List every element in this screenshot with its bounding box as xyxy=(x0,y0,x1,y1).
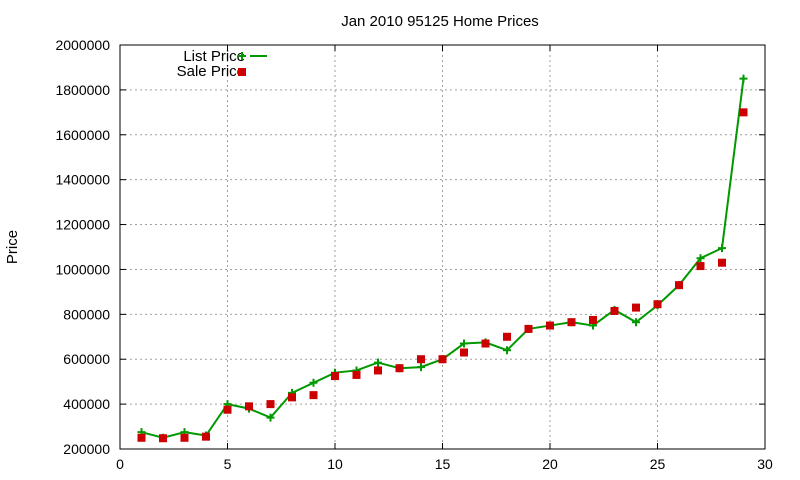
sale-price-point xyxy=(567,318,576,327)
x-tick-label: 15 xyxy=(435,456,451,472)
sale-price-point xyxy=(288,393,296,402)
x-tick-label: 30 xyxy=(757,456,773,472)
legend-label-list-price: List Price xyxy=(183,48,245,65)
y-tick-label: 1200000 xyxy=(55,217,110,233)
list-price-point xyxy=(374,358,382,367)
x-tick-label: 10 xyxy=(327,456,343,472)
y-tick-label: 800000 xyxy=(63,306,110,322)
sale-price-point xyxy=(696,262,705,271)
list-price-point xyxy=(739,74,748,83)
sale-price-point xyxy=(180,433,189,442)
y-tick-label: 1800000 xyxy=(55,82,110,98)
list-price-point xyxy=(460,339,468,348)
y-tick-label: 1000000 xyxy=(55,261,110,277)
list-price-point xyxy=(309,378,318,387)
sale-price-point xyxy=(460,348,468,357)
sale-price-point xyxy=(266,400,275,409)
sale-price-point xyxy=(309,391,318,400)
plot-frame xyxy=(119,44,766,450)
chart-title: Jan 2010 95125 Home Prices xyxy=(341,13,539,30)
sale-price-point xyxy=(632,303,640,312)
list-price-point xyxy=(718,244,726,253)
sale-price-point xyxy=(137,433,146,442)
sale-price-point xyxy=(610,306,619,315)
sale-price-point xyxy=(546,321,554,330)
y-tick-label: 1600000 xyxy=(55,127,110,143)
sale-price-point xyxy=(739,108,748,117)
x-tick-label: 0 xyxy=(116,456,124,472)
sale-price-point xyxy=(245,402,253,411)
y-tick-label: 200000 xyxy=(63,441,110,457)
sale-price-point xyxy=(159,434,167,443)
list-price-point xyxy=(266,413,275,422)
sale-price-point xyxy=(331,372,339,381)
x-tick-label: 5 xyxy=(224,456,232,472)
axis-ticks: 0 5 10 15 20 25 30 200000 400000 600000 800000 1000… xyxy=(55,37,773,472)
sale-price-point xyxy=(675,281,683,290)
y-tick-label: 1400000 xyxy=(55,172,110,188)
sale-price-point xyxy=(503,332,511,341)
legend: List Price Sale Price xyxy=(177,48,267,80)
legend-marker-list-price xyxy=(238,52,246,60)
list-price-point xyxy=(632,318,640,327)
series xyxy=(137,74,748,443)
sale-price-point xyxy=(718,258,726,267)
grid xyxy=(120,45,765,449)
y-tick-label: 2000000 xyxy=(55,37,110,53)
list-price-point xyxy=(417,363,425,372)
list-price-line xyxy=(141,78,745,439)
sale-price-point xyxy=(352,370,361,379)
sale-price-point xyxy=(417,355,425,364)
list-price-point xyxy=(503,346,511,355)
sale-price-point xyxy=(524,324,533,333)
sale-price-point xyxy=(374,366,382,375)
y-axis-label: Price xyxy=(4,230,21,264)
x-tick-label: 20 xyxy=(542,456,558,472)
sale-price-point xyxy=(223,405,232,414)
x-tick-label: 25 xyxy=(650,456,666,472)
sale-price-point xyxy=(438,355,447,364)
y-tick-label: 600000 xyxy=(63,351,110,367)
sale-price-point xyxy=(589,315,597,324)
list-price-point xyxy=(696,254,705,263)
sale-price-point xyxy=(395,364,404,373)
sale-price-point xyxy=(202,432,210,441)
sale-price-point xyxy=(653,300,662,309)
legend-label-sale-price: Sale Price xyxy=(177,63,245,80)
sale-price-point xyxy=(481,339,490,348)
y-tick-label: 400000 xyxy=(63,396,110,412)
legend-marker-sale-price xyxy=(238,68,246,76)
